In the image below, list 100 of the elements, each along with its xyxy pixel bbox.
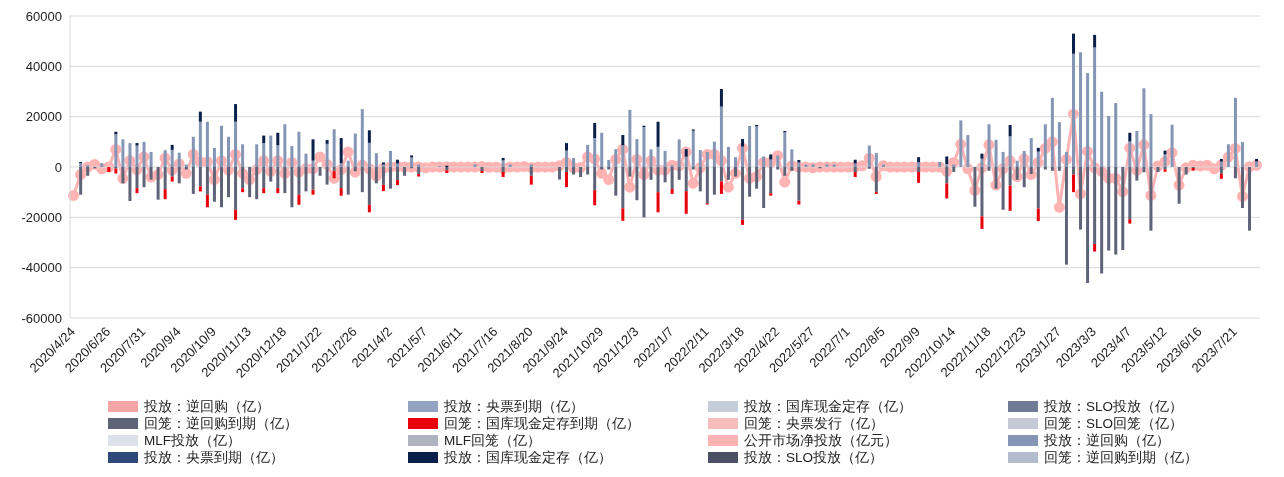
bar [642, 126, 646, 167]
bar [748, 125, 752, 167]
bar [163, 167, 167, 190]
bar [684, 191, 688, 214]
bar [198, 111, 202, 122]
bar [734, 157, 738, 167]
bar [332, 167, 336, 171]
bar [297, 194, 301, 205]
bar [621, 167, 625, 209]
bar [1149, 114, 1153, 167]
bar [1029, 138, 1033, 167]
bar [1086, 167, 1090, 284]
legend-label: MLF投放（亿） [144, 431, 241, 450]
bar [635, 167, 639, 201]
legend-label: 回笼：国库现金定存到期（亿） [444, 414, 640, 433]
bar [712, 167, 716, 195]
bar [593, 190, 597, 206]
bar [410, 155, 414, 158]
bar [1233, 167, 1237, 179]
bar [741, 167, 745, 220]
bar [367, 130, 371, 143]
y-tick-label: -40000 [21, 260, 62, 276]
bar [656, 192, 660, 213]
legend-label: 投放：SLO投放（亿） [744, 448, 884, 467]
legend-label: 投放：逆回购（亿） [144, 397, 270, 416]
bar [198, 186, 202, 192]
bar [762, 167, 766, 209]
bar [1008, 124, 1012, 137]
bar [621, 208, 625, 221]
legend-label: 投放：逆回购（亿） [1044, 431, 1170, 450]
bar [628, 167, 632, 177]
bar [607, 167, 611, 170]
bar [135, 188, 139, 194]
legend-label: 投放：央票到期（亿） [144, 448, 284, 467]
bar [987, 167, 991, 171]
bar [135, 143, 139, 146]
legend-label: 投放：央票到期（亿） [444, 397, 584, 416]
bar [1156, 167, 1160, 173]
y-tick-label: 40000 [25, 58, 62, 74]
bar [234, 104, 238, 122]
bar [691, 130, 695, 167]
y-tick-label: -20000 [21, 209, 62, 225]
bar [114, 168, 118, 174]
legend-label: 回笼：央票发行（亿） [744, 414, 884, 433]
bar [1114, 103, 1118, 167]
bar [776, 167, 780, 170]
bar [1071, 174, 1075, 193]
legend-label: 投放：国库现金定存（亿） [744, 397, 912, 416]
bar [755, 126, 759, 167]
bar [501, 172, 505, 178]
legend-label: 回笼：逆回购到期（亿） [1044, 448, 1198, 467]
bar [853, 172, 857, 178]
bar [276, 188, 280, 194]
bar [1093, 34, 1097, 48]
bar [691, 167, 695, 170]
bar [276, 132, 280, 146]
bar [945, 183, 949, 199]
bar [234, 167, 238, 210]
bar [170, 176, 174, 182]
legend-label: 投放：国库现金定存（亿） [444, 448, 612, 467]
bar [628, 109, 632, 167]
bar [262, 188, 266, 194]
bar [241, 188, 245, 193]
bar [1043, 167, 1047, 170]
bar [191, 167, 195, 194]
bar [1128, 167, 1132, 220]
legend-label: MLF回笼（亿） [444, 431, 541, 450]
bar [325, 140, 329, 144]
bar [980, 216, 984, 229]
legend-label: 回笼：SLO回笼（亿） [1044, 414, 1184, 433]
bar [1008, 185, 1012, 211]
y-tick-label: 60000 [25, 8, 62, 24]
bar [480, 171, 484, 174]
bar [1071, 167, 1075, 175]
bar [783, 132, 787, 167]
bar [1022, 167, 1026, 188]
bar [262, 135, 266, 144]
bar [339, 163, 343, 167]
bar [1240, 142, 1244, 167]
bar [1107, 115, 1111, 167]
bar [684, 167, 688, 192]
bar [769, 167, 773, 194]
bar [1219, 173, 1223, 179]
bar [980, 153, 984, 159]
bar [170, 144, 174, 150]
bar [234, 209, 238, 220]
bar [1057, 122, 1061, 167]
bar [396, 180, 400, 186]
bar [163, 189, 167, 200]
bar [565, 143, 569, 151]
y-tick-label: 20000 [25, 109, 62, 125]
bar [1036, 147, 1040, 152]
bar [565, 172, 569, 188]
y-tick-label: -60000 [21, 310, 62, 326]
bar [1093, 244, 1097, 252]
bar [1036, 208, 1040, 222]
bar [311, 189, 315, 195]
bar [367, 204, 371, 213]
bar [593, 122, 597, 139]
bar [741, 219, 745, 225]
